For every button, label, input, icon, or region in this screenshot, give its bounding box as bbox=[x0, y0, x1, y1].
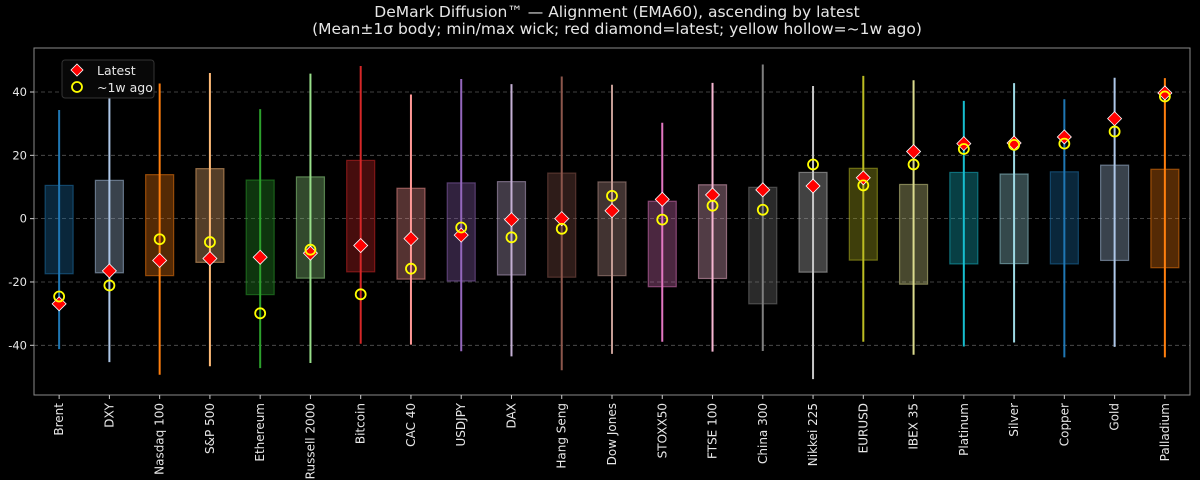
x-tick-label: China 300 bbox=[756, 403, 770, 464]
prev-marker-USDJPY bbox=[455, 221, 468, 234]
x-tick-label: Nikkei 225 bbox=[806, 403, 820, 466]
prev-marker-DXY bbox=[103, 279, 116, 292]
y-axis: -40 -20 0 20 40 bbox=[8, 85, 34, 352]
prev-marker-Hang Seng bbox=[555, 222, 568, 235]
y-tick-label: -40 bbox=[8, 338, 27, 352]
x-tick-label: STOXX50 bbox=[655, 403, 669, 458]
x-tick-label: Palladium bbox=[1158, 403, 1172, 461]
y-tick-label: 0 bbox=[20, 212, 27, 226]
x-tick-label: EURUSD bbox=[856, 403, 870, 453]
latest-marker-STOXX50 bbox=[654, 191, 670, 207]
latest-marker-Nasdaq 100 bbox=[152, 252, 168, 269]
prev-marker-STOXX50 bbox=[656, 213, 669, 226]
prev-marker-FTSE 100 bbox=[706, 199, 719, 212]
prev-marker-Ethereum bbox=[254, 307, 267, 320]
x-tick-label: Brent bbox=[52, 403, 66, 436]
prev-marker-Russell 2000 bbox=[304, 243, 317, 256]
legend-latest-label: Latest bbox=[97, 63, 136, 78]
chart-title: DeMark Diffusion™ — Alignment (EMA60), a… bbox=[374, 3, 859, 21]
latest-marker-Ethereum bbox=[252, 249, 268, 265]
latest-marker-Dow Jones bbox=[604, 203, 620, 219]
x-tick-label: Nasdaq 100 bbox=[153, 403, 167, 475]
x-tick-label: Gold bbox=[1108, 403, 1122, 431]
x-tick-label: FTSE 100 bbox=[706, 403, 720, 459]
chart-subtitle: (Mean±1σ body; min/max wick; red diamond… bbox=[312, 20, 922, 38]
x-tick-label: DAX bbox=[504, 403, 518, 428]
x-axis: Brent DXY Nasdaq 100 S&P 500 Ethereum Russell… bbox=[52, 395, 1172, 479]
prev-marker-Nikkei 225 bbox=[807, 158, 819, 171]
latest-marker-Bitcoin bbox=[353, 237, 369, 254]
legend: Latest ~1w ago bbox=[61, 59, 155, 99]
prev-marker-CAC 40 bbox=[405, 262, 417, 275]
x-tick-label: DXY bbox=[102, 402, 116, 427]
latest-marker-CAC 40 bbox=[403, 231, 419, 247]
latest-marker-Gold bbox=[1107, 111, 1123, 127]
latest-marker-China 300 bbox=[755, 182, 771, 198]
x-tick-label: Platinum bbox=[957, 403, 971, 456]
prev-marker-Palladium bbox=[1158, 90, 1171, 103]
x-tick-label: Dow Jones bbox=[605, 403, 619, 465]
latest-marker-S&P 500 bbox=[202, 250, 218, 267]
prev-marker-Brent bbox=[53, 290, 66, 303]
prev-marker-EURUSD bbox=[857, 179, 870, 192]
plot-marks bbox=[44, 64, 1180, 380]
prev-marker-DAX bbox=[505, 231, 518, 244]
x-tick-label: Bitcoin bbox=[354, 403, 368, 444]
legend-prev-marker bbox=[71, 81, 83, 93]
prev-marker-S&P 500 bbox=[204, 236, 216, 248]
y-tick-label: -20 bbox=[8, 275, 27, 289]
prev-marker-Gold bbox=[1108, 125, 1121, 138]
x-tick-label: Copper bbox=[1057, 403, 1071, 446]
y-tick-label: 40 bbox=[12, 85, 27, 99]
x-tick-label: Hang Seng bbox=[555, 403, 569, 469]
x-tick-label: Russell 2000 bbox=[303, 403, 317, 479]
x-tick-label: CAC 40 bbox=[404, 403, 418, 447]
prev-marker-Copper bbox=[1058, 137, 1071, 150]
legend-prev-label: ~1w ago bbox=[97, 80, 153, 95]
latest-marker-IBEX 35 bbox=[905, 143, 922, 160]
latest-marker-Palladium bbox=[1157, 85, 1173, 101]
latest-marker-DXY bbox=[101, 263, 117, 279]
prev-marker-Platinum bbox=[957, 143, 970, 155]
prev-marker-Nasdaq 100 bbox=[153, 233, 166, 246]
x-tick-label: IBEX 35 bbox=[907, 403, 921, 450]
legend-box bbox=[61, 59, 155, 99]
prev-marker-China 300 bbox=[756, 203, 769, 216]
latest-marker-Hang Seng bbox=[554, 211, 570, 227]
x-tick-label: USDJPY bbox=[454, 402, 468, 446]
latest-marker-Nikkei 225 bbox=[805, 178, 821, 194]
prev-marker-IBEX 35 bbox=[907, 158, 920, 171]
prev-marker-Dow Jones bbox=[606, 189, 618, 202]
latest-marker-FTSE 100 bbox=[704, 187, 721, 203]
prev-marker-Silver bbox=[1008, 138, 1020, 151]
latest-marker-DAX bbox=[503, 212, 520, 228]
y-tick-label: 20 bbox=[12, 148, 27, 162]
prev-marker-Bitcoin bbox=[354, 288, 367, 301]
x-tick-label: S&P 500 bbox=[203, 403, 217, 454]
x-tick-label: Ethereum bbox=[253, 403, 267, 462]
legend-latest-marker bbox=[70, 63, 84, 77]
x-tick-label: Silver bbox=[1007, 403, 1021, 437]
